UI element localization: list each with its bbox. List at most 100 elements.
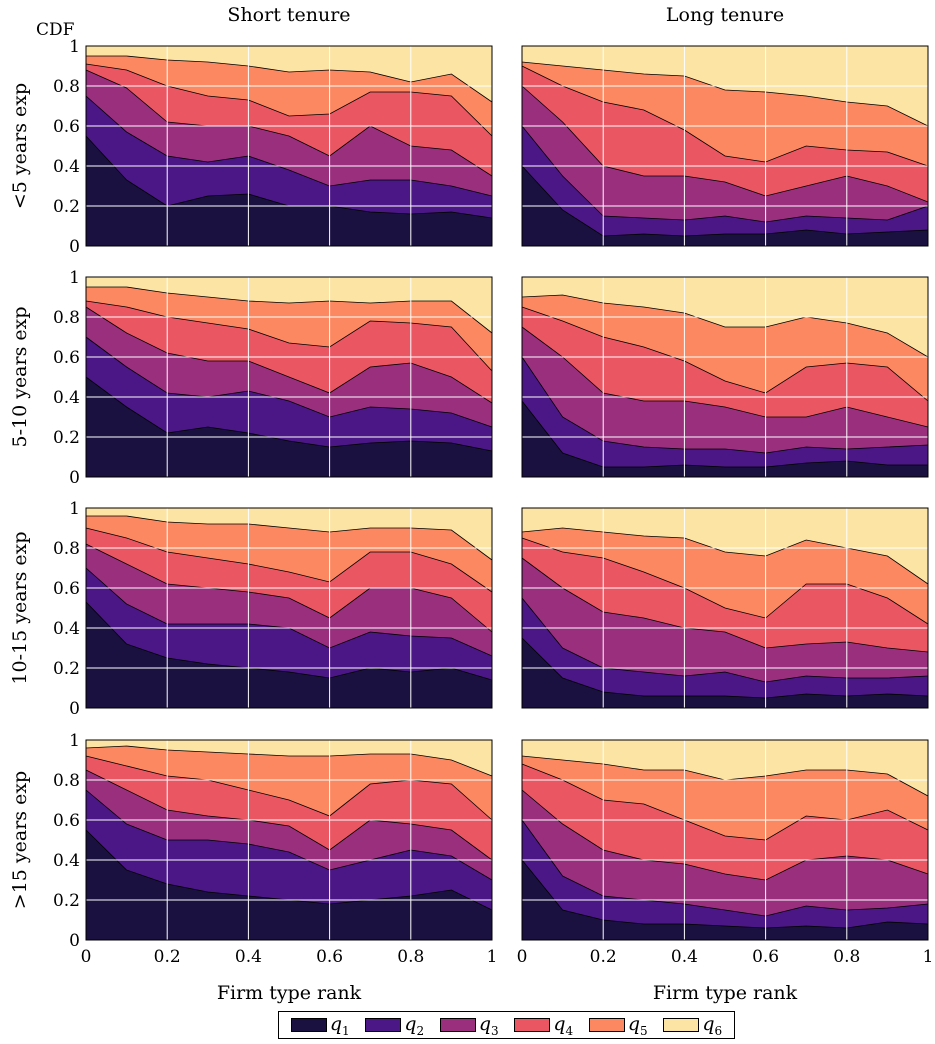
y-tick-label: 0.8 — [53, 539, 80, 559]
plot-frame — [85, 739, 493, 941]
y-tick-label: 0 — [69, 699, 80, 719]
boundary-q1 — [85, 601, 493, 681]
column-title-short-tenure: Short tenure — [227, 4, 351, 26]
area-q1 — [86, 602, 492, 708]
y-tick-label: 1 — [69, 268, 80, 288]
y-tick-label: 0.6 — [53, 348, 80, 368]
boundary-q3 — [521, 557, 929, 653]
legend-swatch — [290, 1017, 327, 1032]
panel-1-1 — [521, 276, 929, 478]
chart-canvas: 00.20.40.60.8100.20.40.60.8100.20.40.60.… — [53, 37, 934, 967]
legend-label: q5 — [627, 1012, 648, 1038]
boundary-q3 — [521, 326, 929, 428]
plot-frame — [521, 507, 929, 709]
legend-item-q3: q3 — [439, 1012, 499, 1038]
area-q2 — [522, 820, 928, 940]
panel-3-1: 0 0.2 0.4 0.6 0.8 1 — [517, 739, 934, 967]
x-tick-label: 0.6 — [316, 947, 343, 967]
y-tick-label: 0.6 — [53, 811, 80, 831]
boundary-q4 — [85, 527, 493, 593]
boundary-q5 — [86, 55, 493, 103]
y-tick-label: 1 — [69, 37, 80, 57]
y-tick-label: 0.4 — [53, 619, 80, 639]
area-q3 — [522, 327, 928, 477]
boundary-q1 — [521, 637, 929, 699]
area-q1 — [522, 638, 928, 708]
legend-swatch — [663, 1017, 700, 1032]
boundary-q1 — [521, 859, 929, 929]
panel-1-0: 0 0.2 0.4 0.6 0.8 1 — [53, 268, 493, 488]
area-q1 — [522, 860, 928, 940]
y-tick-label: 0.8 — [53, 771, 80, 791]
boundary-q4 — [85, 300, 493, 372]
y-tick-label: 0.4 — [53, 851, 80, 871]
boundary-q3 — [521, 789, 929, 881]
y-tick-label: 0.2 — [53, 428, 80, 448]
x-tick-label: 0.6 — [752, 947, 779, 967]
area-q1 — [522, 401, 928, 477]
x-tick-label: 1 — [923, 947, 934, 967]
legend-swatch — [514, 1017, 551, 1032]
boundary-q1 — [521, 400, 928, 468]
legend-label: q6 — [702, 1012, 723, 1038]
legend-label: q2 — [404, 1012, 425, 1038]
boundary-q2 — [85, 336, 493, 428]
panel-3-0: 0 0.2 0.4 0.6 0.8 1 0 0.2 0.4 0.6 0.8 1 — [53, 731, 497, 967]
boundary-q2 — [85, 789, 493, 881]
x-tick-label: 0 — [517, 947, 528, 967]
plot-frame — [85, 45, 493, 247]
plot-frame — [521, 45, 929, 247]
x-axis-label-right: Firm type rank — [652, 982, 798, 1004]
panel-2-1 — [521, 507, 929, 709]
boundary-q4 — [521, 65, 929, 167]
y-tick-label: 0.6 — [53, 579, 80, 599]
x-tick-label: 0.8 — [397, 947, 424, 967]
x-axis-label-left: Firm type rank — [216, 982, 362, 1004]
area-q1 — [86, 136, 492, 246]
legend-item-q6: q6 — [663, 1012, 723, 1038]
plot-frame — [85, 276, 493, 478]
y-axis-label: CDF — [36, 20, 75, 40]
boundary-q2 — [521, 597, 929, 683]
boundary-q4 — [85, 63, 493, 137]
y-tick-label: 0 — [69, 468, 80, 488]
area-q1 — [86, 830, 492, 940]
y-tick-label: 0.4 — [53, 157, 80, 177]
y-tick-label: 0.2 — [53, 197, 80, 217]
x-tick-label: 0.8 — [833, 947, 860, 967]
boundary-q2 — [85, 95, 493, 197]
boundary-q3 — [85, 69, 493, 177]
y-tick-label: 0.6 — [53, 117, 80, 137]
y-tick-label: 0.2 — [53, 659, 80, 679]
x-tick-label: 1 — [487, 947, 498, 967]
x-tick-label: 0.4 — [235, 947, 262, 967]
boundary-q5 — [521, 527, 929, 585]
boundary-q4 — [521, 537, 929, 625]
legend-item-q5: q5 — [588, 1012, 648, 1038]
legend-label: q3 — [478, 1012, 499, 1038]
legend-item-q2: q2 — [365, 1012, 425, 1038]
boundary-q5 — [85, 745, 493, 777]
x-tick-label: 0.2 — [154, 947, 181, 967]
boundary-q3 — [85, 543, 493, 633]
area-q2 — [522, 357, 928, 477]
boundary-q1 — [521, 165, 929, 237]
panel-0-0: 0 0.2 0.4 0.6 0.8 1 — [53, 37, 493, 257]
legend-item-q4: q4 — [514, 1013, 573, 1037]
legend: q1 q2 q3 q4 q5 q6 — [278, 1011, 735, 1039]
x-tick-label: 0 — [81, 947, 92, 967]
boundary-q3 — [521, 85, 929, 203]
boundary-q4 — [521, 763, 929, 841]
boundary-q3 — [85, 769, 493, 861]
area-q2 — [522, 598, 928, 708]
area-q1 — [522, 166, 928, 246]
y-tick-label: 0 — [69, 237, 80, 257]
boundary-q2 — [521, 125, 929, 223]
boundary-q1 — [85, 376, 493, 452]
boundary-q2 — [521, 819, 929, 917]
boundary-q5 — [521, 294, 929, 358]
legend-swatch — [588, 1017, 625, 1032]
boundary-q5 — [86, 286, 493, 334]
y-tick-label: 0.4 — [53, 388, 80, 408]
